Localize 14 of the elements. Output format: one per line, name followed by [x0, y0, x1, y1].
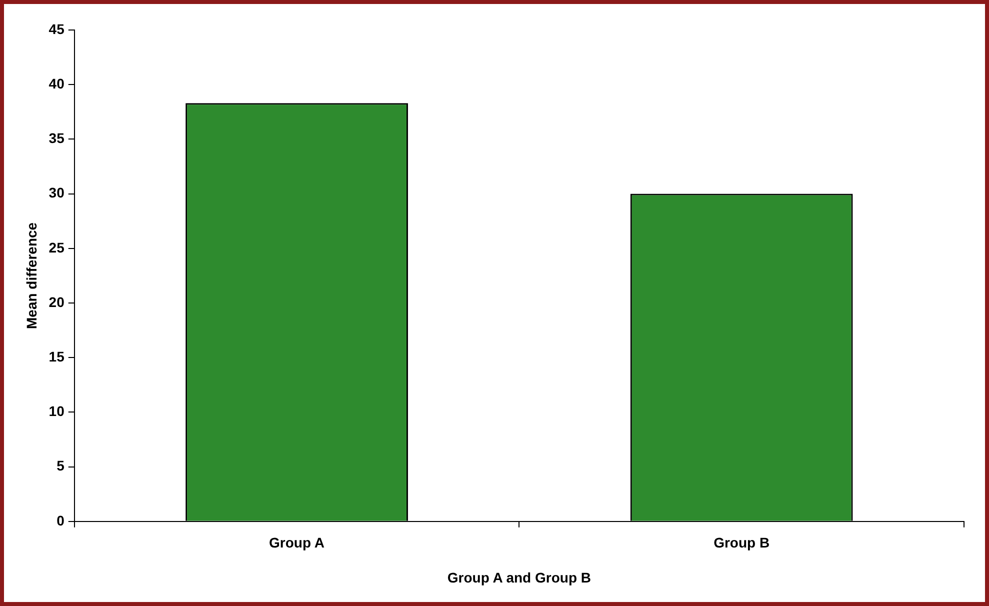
y-axis-title: Mean difference	[23, 222, 40, 329]
x-tick-label: Group A	[269, 534, 325, 551]
y-tick-label: 20	[48, 294, 65, 310]
y-tick-label: 15	[48, 348, 65, 364]
x-axis-title: Group A and Group B	[447, 569, 591, 586]
y-tick-label: 25	[48, 239, 65, 256]
y-tick-label: 40	[48, 75, 65, 92]
y-tick-label: 30	[48, 184, 65, 201]
y-tick-label: 45	[48, 20, 65, 37]
y-tick-label: 0	[56, 512, 65, 528]
y-tick-label: 35	[48, 130, 65, 146]
x-tick-label: Group B	[714, 534, 770, 551]
y-tick-label: 5	[56, 458, 65, 474]
y-tick-label: 10	[48, 403, 65, 420]
